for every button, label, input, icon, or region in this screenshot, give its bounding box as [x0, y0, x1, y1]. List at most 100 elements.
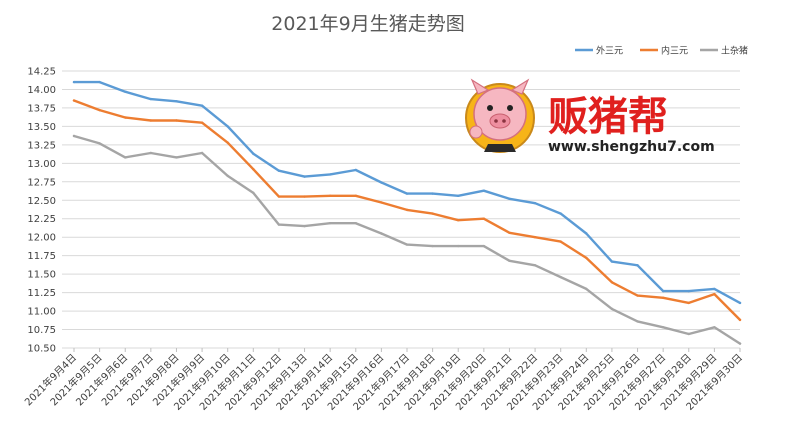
data-point — [124, 116, 127, 119]
data-point — [661, 326, 665, 329]
data-point — [303, 175, 306, 178]
y-tick-label: 13.50 — [27, 122, 56, 133]
data-point — [585, 287, 588, 291]
data-point — [687, 289, 690, 293]
data-point — [738, 318, 742, 322]
data-point — [457, 219, 460, 222]
data-point — [738, 301, 742, 305]
data-point — [610, 260, 614, 263]
data-point — [482, 244, 486, 248]
data-point — [252, 168, 255, 171]
y-tick-label: 11.00 — [27, 307, 56, 318]
data-point — [175, 156, 178, 159]
data-point — [559, 275, 562, 279]
data-point — [457, 244, 460, 248]
data-point — [303, 224, 306, 228]
y-tick-label: 13.75 — [27, 103, 56, 114]
data-point — [431, 212, 434, 215]
y-tick-label: 10.50 — [27, 344, 56, 355]
data-point — [124, 156, 127, 159]
data-point — [328, 173, 332, 176]
legend: 外三元 内三元 土杂猪 — [575, 45, 748, 57]
y-tick-label: 12.00 — [27, 233, 56, 244]
data-point — [149, 119, 153, 122]
data-point — [380, 201, 383, 204]
data-point — [149, 97, 153, 101]
brand-url: www.shengzhu7.com — [548, 139, 715, 155]
data-point — [226, 125, 229, 128]
data-point — [72, 134, 76, 138]
data-point — [72, 80, 76, 84]
data-point — [457, 194, 460, 198]
data-point — [508, 231, 511, 234]
data-point — [380, 181, 383, 184]
data-point — [508, 197, 511, 200]
brand-logo: 贩猪帮 www.shengzhu7.com — [465, 78, 715, 155]
data-point — [72, 99, 76, 102]
data-point — [277, 195, 281, 198]
series-lines — [72, 80, 742, 345]
data-point — [252, 152, 255, 155]
data-point — [559, 240, 562, 243]
gridlines — [62, 70, 740, 349]
data-point — [226, 174, 229, 178]
y-tick-label: 12.25 — [27, 214, 56, 225]
pig-mascot-icon — [465, 78, 535, 153]
data-point — [124, 90, 127, 93]
data-point — [200, 121, 204, 124]
data-point — [661, 296, 665, 299]
y-tick-label: 11.75 — [27, 251, 56, 262]
data-point — [636, 294, 639, 297]
data-point — [175, 119, 178, 122]
data-point — [200, 104, 204, 107]
data-point — [431, 244, 434, 248]
data-point — [610, 281, 614, 284]
series-line-2 — [72, 134, 742, 345]
y-tick-label: 14.25 — [27, 67, 56, 78]
data-point — [431, 192, 434, 195]
y-tick-label: 13.00 — [27, 159, 56, 170]
y-tick-label: 12.50 — [27, 196, 56, 207]
y-tick-label: 14.00 — [27, 85, 56, 96]
data-point — [661, 289, 665, 293]
data-point — [610, 307, 614, 311]
data-point — [533, 202, 537, 205]
x-axis-ticks: 2021年9月4日2021年9月5日2021年9月6日2021年9月7日2021… — [22, 348, 745, 413]
y-tick-label: 10.75 — [27, 325, 56, 336]
data-point — [508, 259, 511, 263]
data-point — [175, 100, 178, 103]
data-point — [252, 191, 255, 195]
data-point — [405, 243, 409, 246]
data-point — [687, 301, 690, 305]
data-point — [303, 195, 306, 198]
data-point — [354, 194, 357, 198]
data-point — [738, 342, 742, 345]
data-point — [328, 194, 332, 198]
data-point — [482, 189, 486, 192]
data-point — [354, 221, 357, 225]
data-point — [713, 292, 716, 296]
data-point — [687, 332, 690, 336]
y-tick-label: 11.25 — [27, 288, 56, 299]
legend-label: 内三元 — [661, 45, 688, 57]
data-point — [585, 256, 588, 260]
y-tick-label: 13.25 — [27, 140, 56, 151]
data-point — [98, 142, 101, 145]
data-point — [405, 192, 409, 195]
data-point — [713, 287, 716, 291]
y-tick-label: 12.75 — [27, 177, 56, 188]
chart-title: 2021年9月生猪走势图 — [271, 13, 464, 35]
data-point — [200, 151, 204, 155]
data-point — [636, 320, 639, 323]
legend-label: 土杂猪 — [721, 45, 748, 57]
data-point — [277, 169, 281, 172]
data-point — [277, 223, 281, 226]
data-point — [559, 212, 562, 215]
data-point — [533, 236, 537, 239]
data-point — [405, 208, 409, 212]
y-axis-ticks: 14.25 14.00 13.75 13.50 13.25 13.00 12.75 12.50… — [27, 67, 56, 355]
data-point — [354, 168, 357, 172]
y-tick-label: 11.50 — [27, 270, 56, 281]
data-point — [149, 151, 153, 155]
